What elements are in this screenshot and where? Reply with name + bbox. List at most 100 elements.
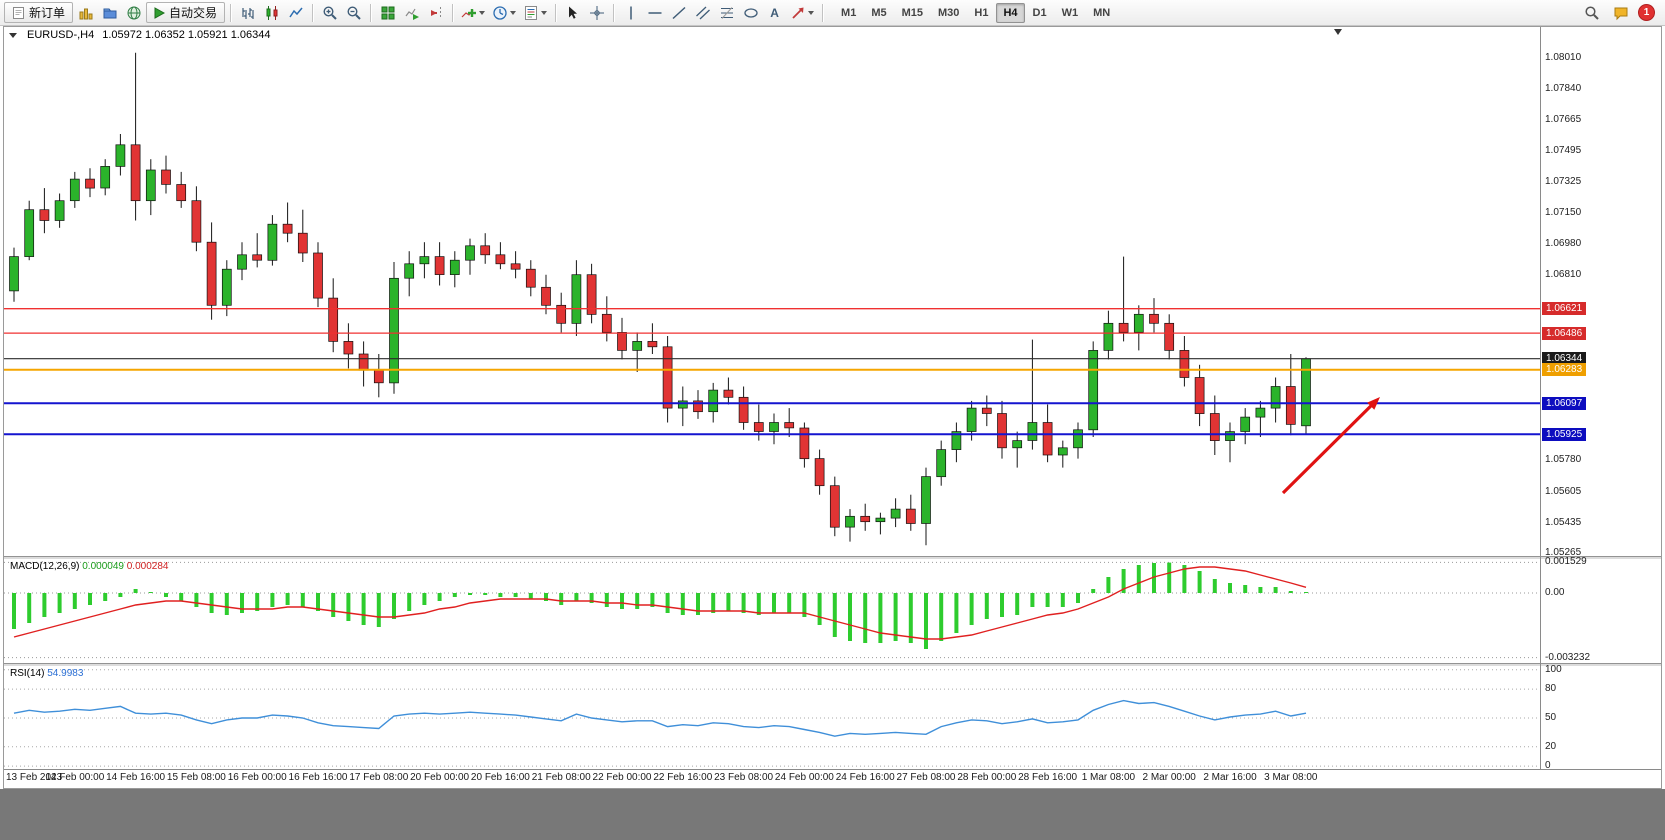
crosshair-icon: [589, 5, 604, 20]
time-axis: 13 Feb 2023 14 Feb 00:00 14 Feb 16:00 15 Fe…: [4, 771, 1540, 786]
chart-shift-marker[interactable]: [1334, 29, 1342, 35]
timeframe-w1[interactable]: W1: [1061, 6, 1079, 19]
rsi-value: 54.9983: [47, 668, 84, 679]
indicators-button[interactable]: [458, 2, 488, 23]
line-chart-icon: [288, 7, 303, 17]
timeframe-d1[interactable]: D1: [1032, 6, 1047, 19]
new-chart-button[interactable]: [74, 2, 97, 23]
time-label: 16 Feb 00:00: [227, 772, 287, 783]
trendline-icon: [672, 6, 686, 19]
candlestick-chart[interactable]: [4, 42, 1540, 556]
text-tool-button[interactable]: A: [763, 2, 786, 23]
symbol-dropdown-icon[interactable]: [9, 32, 17, 38]
new-order-button[interactable]: 新订单: [4, 2, 74, 23]
cursor-tool-button[interactable]: [561, 2, 584, 23]
price-line-tag: 1.06621: [1542, 302, 1587, 316]
time-label: 22 Feb 16:00: [653, 772, 713, 783]
time-label: 24 Feb 00:00: [774, 772, 834, 783]
fibonacci-tool-button[interactable]: [715, 2, 738, 23]
time-axis-separator: [4, 769, 1661, 770]
time-label: 17 Feb 08:00: [349, 772, 409, 783]
autotrading-button[interactable]: 自动交易: [146, 2, 226, 23]
toolbar-separator: [555, 3, 557, 22]
zoom-out-button[interactable]: [342, 2, 365, 23]
macd-signal-value: 0.000284: [126, 561, 169, 572]
axis-label: 0.001529: [1545, 556, 1587, 568]
axis-label: 1.07495: [1545, 145, 1582, 157]
auto-scroll-icon: [405, 8, 419, 20]
horizontal-line-tool-button[interactable]: [643, 2, 666, 23]
search-button[interactable]: [1580, 2, 1603, 23]
candlestick-chart-button[interactable]: [260, 2, 283, 23]
toolbar-separator: [230, 3, 232, 22]
dropdown-caret-icon: [510, 10, 517, 15]
periods-button[interactable]: [489, 2, 519, 23]
price-line-tag: 1.06344: [1542, 352, 1587, 366]
chart-shift-button[interactable]: [424, 2, 447, 23]
horizontal-line-icon: [648, 11, 662, 14]
notification-badge[interactable]: 1: [1638, 4, 1655, 21]
panel-splitter[interactable]: [4, 556, 1661, 559]
timeframe-h4[interactable]: H4: [996, 2, 1025, 23]
community-button[interactable]: [122, 2, 145, 23]
timeframe-m30[interactable]: M30: [938, 6, 960, 19]
axis-label: 0.00: [1545, 587, 1565, 598]
fibonacci-icon: [720, 6, 733, 19]
arrows-tool-icon: [792, 7, 804, 19]
time-label: 20 Feb 16:00: [470, 772, 530, 783]
rsi-name: RSI(14): [10, 668, 45, 679]
axis-label: 1.07325: [1545, 175, 1582, 187]
bar-chart-button[interactable]: [236, 2, 259, 23]
line-chart-button[interactable]: [284, 2, 307, 23]
templates-button[interactable]: [520, 2, 550, 23]
time-label: 16 Feb 16:00: [288, 772, 348, 783]
time-label: 13 Feb 2023: [6, 772, 63, 783]
tile-windows-icon: [381, 6, 395, 19]
axis-label: 0: [1545, 760, 1551, 772]
toolbar-right-group: 1: [1580, 2, 1661, 23]
axis-label: 20: [1545, 740, 1557, 752]
timeframe-mn[interactable]: MN: [1093, 6, 1111, 19]
price-line-tag: 1.06283: [1542, 363, 1587, 377]
macd-name: MACD(12,26,9): [10, 561, 80, 572]
time-label: 14 Feb 16:00: [106, 772, 166, 783]
time-label: 28 Feb 16:00: [1018, 772, 1078, 783]
tile-windows-button[interactable]: [376, 2, 399, 23]
timeframe-m1[interactable]: M1: [841, 6, 857, 19]
time-label: 22 Feb 00:00: [592, 772, 652, 783]
trendline-tool-button[interactable]: [667, 2, 690, 23]
zoom-out-icon: [347, 5, 361, 20]
timeframe-h1[interactable]: H1: [974, 6, 989, 19]
vertical-line-tool-button[interactable]: [619, 2, 642, 23]
dropdown-caret-icon: [808, 10, 815, 15]
axis-label: 1.08010: [1545, 52, 1582, 64]
axis-label: 1.05605: [1545, 485, 1582, 497]
shapes-tool-button[interactable]: [739, 2, 762, 23]
price-line-tag: 1.05925: [1542, 427, 1587, 441]
auto-scroll-button[interactable]: [400, 2, 423, 23]
axis-label: 80: [1545, 683, 1557, 695]
macd-panel[interactable]: [4, 559, 1540, 663]
zoom-in-button[interactable]: [318, 2, 341, 23]
dropdown-caret-icon: [479, 10, 486, 15]
channel-tool-button[interactable]: [691, 2, 714, 23]
panel-splitter[interactable]: [4, 663, 1661, 666]
shapes-icon: [743, 7, 758, 18]
toolbar-separator: [370, 3, 372, 22]
time-label: 2 Mar 16:00: [1203, 772, 1257, 783]
community-globe-icon: [127, 6, 141, 19]
crosshair-tool-button[interactable]: [585, 2, 608, 23]
notifications-button[interactable]: [1609, 2, 1632, 23]
axis-label: 1.07150: [1545, 207, 1582, 219]
axis-label: 1.06810: [1545, 268, 1582, 280]
profiles-button[interactable]: [98, 2, 121, 23]
timeframe-m15[interactable]: M15: [901, 6, 923, 19]
chart-window[interactable]: EURUSD-,H4 1.05972 1.06352 1.05921 1.063…: [3, 26, 1662, 789]
time-label: 24 Feb 16:00: [835, 772, 895, 783]
vertical-line-icon: [629, 6, 632, 19]
arrows-tool-button[interactable]: [787, 2, 817, 23]
timeframe-m5[interactable]: M5: [871, 6, 887, 19]
axis-label: 100: [1545, 663, 1562, 675]
rsi-panel[interactable]: [4, 666, 1540, 768]
toolbar-separator: [822, 3, 824, 22]
